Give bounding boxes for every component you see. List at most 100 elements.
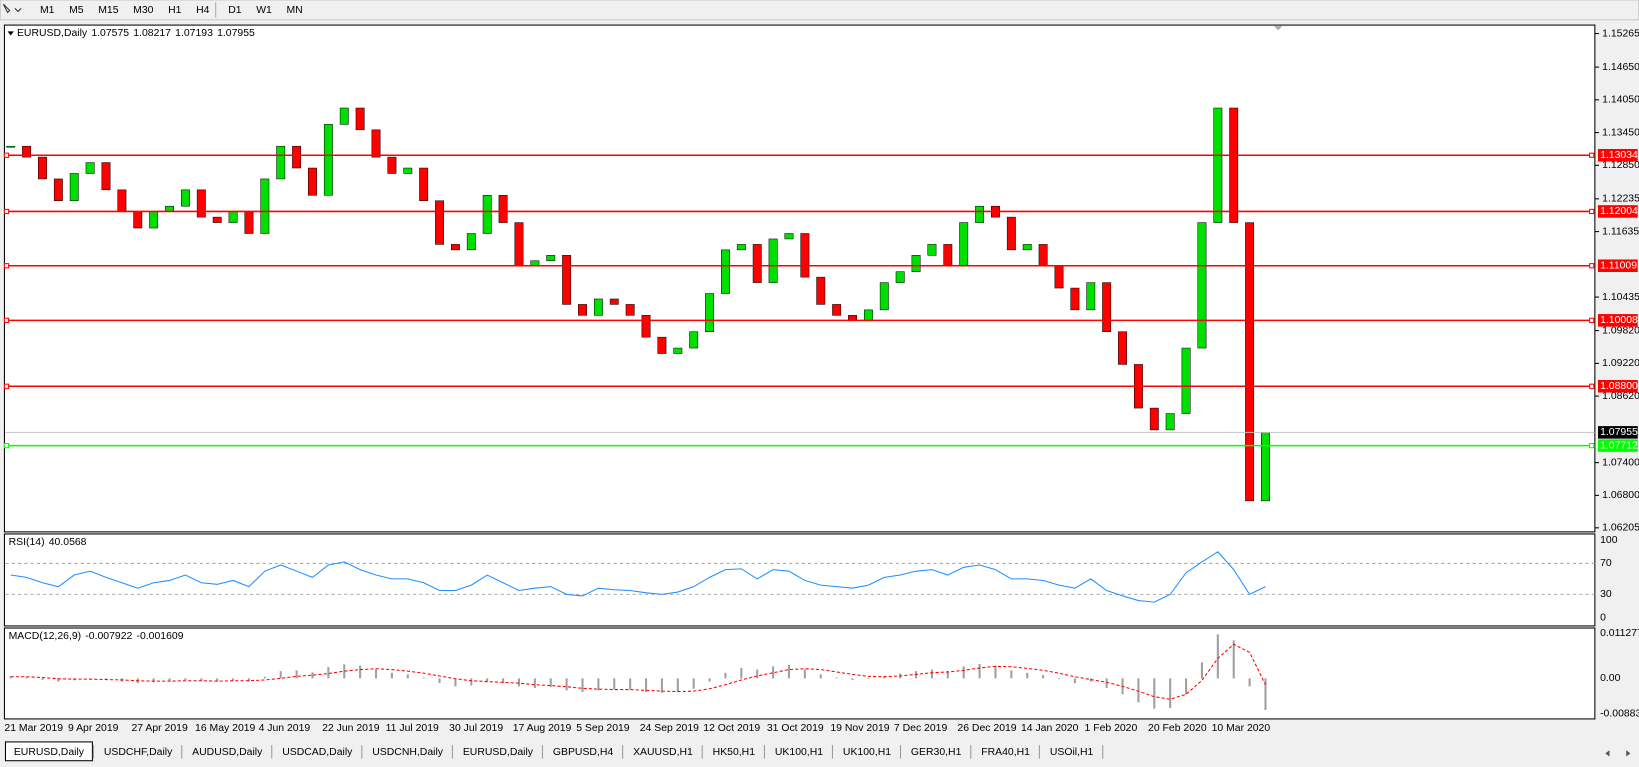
x-tick-label: 22 Jun 2019 (322, 723, 380, 734)
indicator-readout: 40.0568 (49, 537, 87, 548)
tab[interactable] (544, 741, 622, 761)
level-handle[interactable] (1589, 443, 1595, 449)
level-label: 1.08800 (1600, 381, 1638, 392)
level-handle[interactable] (3, 317, 10, 323)
tab[interactable] (972, 741, 1039, 761)
candle (911, 255, 921, 272)
level-handle[interactable] (1589, 317, 1595, 323)
candle (578, 304, 587, 316)
candle (943, 244, 953, 267)
tab[interactable] (363, 741, 452, 761)
tab-label[interactable]: USDCNH,Daily (372, 747, 444, 758)
candle (149, 211, 159, 229)
tab-label[interactable]: HK50,H1 (713, 747, 756, 758)
level-label: 1.07712 (1600, 440, 1638, 451)
x-tick-label: 1 Feb 2020 (1085, 723, 1138, 734)
tab-label[interactable]: GBPUSD,H4 (553, 747, 614, 758)
y-tick-label: 0.011277 (1600, 628, 1639, 639)
timeframe-button[interactable]: MN (286, 5, 302, 16)
candle (387, 156, 397, 174)
y-tick-label: 0.00 (1600, 673, 1621, 684)
tab-label[interactable]: USOil,H1 (1050, 747, 1094, 758)
candle (435, 200, 444, 245)
y-tick-label: 1.12235 (1602, 194, 1639, 205)
candle (117, 189, 127, 212)
candle (276, 145, 286, 180)
tab-label[interactable]: USDCHF,Daily (104, 747, 173, 758)
candle (768, 238, 778, 283)
y-tick-label: 1.08620 (1602, 391, 1639, 402)
candle (752, 244, 762, 283)
level-label: 1.11009 (1600, 261, 1637, 272)
tab[interactable] (454, 741, 542, 761)
candle (355, 107, 365, 131)
quote-value: 1.07955 (217, 28, 255, 39)
tab-label[interactable]: GER30,H1 (911, 747, 962, 758)
candle (832, 304, 842, 316)
y-tick-label: 1.10435 (1602, 292, 1639, 303)
candle (196, 189, 206, 218)
candle (38, 156, 47, 180)
indicator-readout: -0.007922 (85, 631, 132, 642)
tab[interactable] (834, 741, 900, 761)
timeframe-button[interactable]: H1 (168, 5, 182, 16)
level-handle[interactable] (3, 152, 10, 158)
y-tick-label: 30 (1600, 589, 1612, 600)
candle (419, 167, 429, 202)
level-label: 1.10008 (1600, 315, 1638, 326)
y-tick-label: 1.09220 (1602, 358, 1639, 369)
level-handle[interactable] (1589, 208, 1595, 215)
tab[interactable] (1041, 741, 1102, 761)
tab-label[interactable]: USDCAD,Daily (282, 747, 353, 758)
level-handle[interactable] (3, 208, 10, 215)
tab[interactable] (704, 741, 764, 761)
tab-label[interactable]: UK100,H1 (843, 747, 891, 758)
tab[interactable] (95, 741, 181, 761)
tab-label[interactable]: EURUSD,Daily (14, 747, 85, 758)
indicator-title: MACD(12,26,9) (9, 631, 82, 642)
timeframe-button[interactable]: D1 (228, 5, 242, 16)
tab[interactable] (4, 741, 93, 762)
timeframe-button[interactable]: M30 (133, 5, 153, 16)
level-handle[interactable] (3, 443, 10, 449)
y-tick-label: 1.07400 (1602, 457, 1639, 468)
candle (1165, 413, 1175, 431)
candle (1006, 216, 1016, 251)
quote-value: 1.08217 (133, 28, 171, 39)
timeframe-button[interactable]: M15 (98, 5, 118, 16)
timeframe-button[interactable]: M1 (40, 5, 55, 16)
timeframe-button[interactable]: H4 (196, 5, 210, 16)
toolbar-icon[interactable] (2, 3, 22, 14)
y-tick-label: -0.008837 (1600, 708, 1639, 719)
tab-label[interactable]: UK100,H1 (775, 747, 823, 758)
level-handle[interactable] (1589, 263, 1595, 269)
x-tick-label: 26 Dec 2019 (957, 723, 1016, 734)
tab-label[interactable]: XAUUSD,H1 (633, 747, 693, 758)
timeframe-button[interactable]: W1 (256, 5, 272, 16)
current-price-tag (1597, 426, 1638, 439)
level-handle[interactable] (3, 263, 10, 269)
indicator-readout: -0.001609 (137, 631, 184, 642)
tab[interactable] (183, 741, 271, 761)
level-handle[interactable] (1589, 383, 1595, 389)
level-handle[interactable] (3, 383, 10, 389)
candle (1229, 107, 1239, 223)
tab[interactable] (273, 741, 361, 761)
candle (895, 271, 905, 283)
x-tick-label: 9 Apr 2019 (68, 723, 119, 734)
x-tick-label: 10 Mar 2020 (1212, 723, 1271, 734)
level-handle[interactable] (1589, 152, 1595, 158)
tab-label[interactable]: FRA40,H1 (981, 747, 1030, 758)
tab[interactable] (766, 741, 832, 761)
tab-label[interactable]: AUDUSD,Daily (192, 747, 263, 758)
y-tick-label: 1.14050 (1602, 95, 1639, 106)
candle (546, 255, 556, 262)
timeframe-button[interactable]: M5 (69, 5, 84, 16)
tab-label[interactable]: EURUSD,Daily (463, 747, 534, 758)
tab[interactable] (624, 741, 702, 761)
tab[interactable] (902, 741, 970, 761)
candle (371, 129, 381, 158)
candle (736, 244, 746, 251)
candle (863, 309, 873, 322)
